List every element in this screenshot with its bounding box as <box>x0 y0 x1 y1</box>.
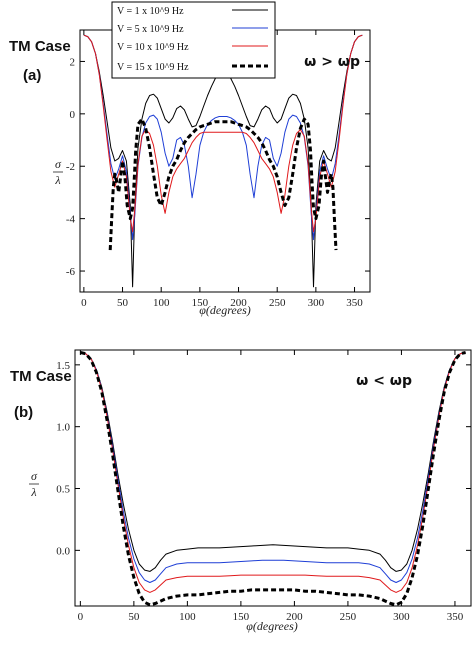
panel-a-x-tick-label: 150 <box>192 297 209 309</box>
panel-a-ticks: 0 50 100 150 200 250 300 350 2 0 -2 -4 -6 <box>66 30 370 309</box>
panel-b-y-tick-label: 1.0 <box>56 422 70 434</box>
legend-box <box>111 1 276 79</box>
legend: V = 1 x 10^9 Hz V = 5 x 10^9 Hz V = 10 x… <box>111 1 276 79</box>
panel-a-x-tick-label: 350 <box>346 297 363 309</box>
panel-b-x-tick-label: 250 <box>340 611 357 623</box>
panel-a-regime: ω > ωp <box>304 54 360 70</box>
panel-b-y-tick-label: 1.5 <box>56 360 70 372</box>
panel-b-regime: ω < ωp <box>356 373 412 389</box>
legend-label-2: V = 5 x 10^9 Hz <box>117 24 184 35</box>
panel-a-case-title: TM Case <box>9 38 71 55</box>
panel-b-x-tick-label: 300 <box>393 611 410 623</box>
panel-a: 0 50 100 150 200 250 300 350 2 0 -2 -4 -6 TM Case (a… <box>9 1 371 317</box>
panel-b-ylabel-den: λ <box>30 485 36 499</box>
panel-b-xlabel: φ(degrees) <box>246 619 298 633</box>
panel-b-case-title: TM Case <box>10 368 72 385</box>
panel-a-x-tick-label: 250 <box>269 297 286 309</box>
legend-label-1: V = 1 x 10^9 Hz <box>117 6 184 17</box>
panel-a-ylabel-num: σ <box>55 157 62 171</box>
panel-b-x-tick-label: 50 <box>128 611 140 623</box>
panel-a-y-tick-label: 2 <box>70 56 76 68</box>
panel-b-series <box>80 351 466 607</box>
panel-a-ylabel-den: λ <box>54 173 60 187</box>
panel-a-x-tick-label: 50 <box>117 297 129 309</box>
legend-label-4: V = 15 x 10^9 Hz <box>117 62 189 73</box>
panel-a-y-tick-label: -2 <box>66 161 75 173</box>
panel-b-ticks: 0 50 100 150 200 250 300 350 1.5 1.0 0.5 0.0 <box>56 350 471 623</box>
panel-b-ylabel-num: σ <box>31 469 38 483</box>
panel-b-x-tick-label: 0 <box>78 611 84 623</box>
panel-a-y-tick-label: -6 <box>66 266 76 278</box>
panel-a-label: (a) <box>23 67 41 84</box>
panel-b-y-tick-label: 0.0 <box>56 545 70 557</box>
panel-a-x-tick-label: 0 <box>81 297 87 309</box>
panel-b-series-line-3 <box>80 352 466 593</box>
panel-b: 0 50 100 150 200 250 300 350 1.5 1.0 0.5 0.0 TM Cas… <box>10 349 472 633</box>
panel-a-series-line-3 <box>83 34 363 233</box>
panel-b-series-line-4 <box>80 351 466 607</box>
panel-a-y-tick-label: 0 <box>70 109 76 121</box>
panel-a-y-tick-label: -4 <box>66 214 76 226</box>
panel-a-x-tick-label: 200 <box>230 297 247 309</box>
panel-a-series-line-4 <box>108 117 338 251</box>
panel-b-frame <box>74 349 472 607</box>
panel-a-x-tick-label: 300 <box>308 297 325 309</box>
panel-b-series-line-1 <box>80 352 466 572</box>
panel-b-x-tick-label: 150 <box>233 611 250 623</box>
panel-b-x-tick-label: 200 <box>286 611 303 623</box>
panel-a-xlabel: φ(degrees) <box>199 303 251 317</box>
panel-b-x-tick-label: 350 <box>447 611 464 623</box>
legend-label-3: V = 10 x 10^9 Hz <box>117 42 189 53</box>
panel-b-label: (b) <box>14 404 33 421</box>
panel-b-series-line-2 <box>80 352 466 583</box>
panel-b-x-tick-label: 100 <box>179 611 196 623</box>
panel-b-y-tick-label: 0.5 <box>56 484 70 496</box>
panel-a-x-tick-label: 100 <box>153 297 170 309</box>
